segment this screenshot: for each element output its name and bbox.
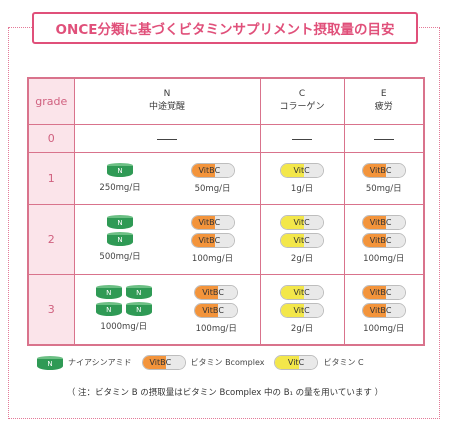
- niacinamide-icon: N: [125, 284, 152, 299]
- table-row: 2 N N 500mg/日 VitB C VitB C 100mg/日 Vit C Vi…: [27, 203, 425, 275]
- vitb-pill-icon: VitB C: [361, 284, 406, 300]
- grade-cell: 0: [27, 123, 75, 153]
- none-dash: [157, 138, 177, 140]
- vitb-pill-icon: VitB C: [361, 162, 406, 178]
- vitb-pill-icon: VitB C: [190, 232, 235, 248]
- header-n-name: 中途覚醒: [148, 102, 185, 113]
- vitc-pill-icon: Vit C: [280, 284, 324, 300]
- niacinamide-dose: N 250mg/日: [99, 162, 141, 193]
- dose-label: 50mg/日: [194, 183, 231, 194]
- n-cell: [73, 123, 261, 153]
- niacinamide-icon: N: [95, 301, 122, 316]
- header-e-name: 疲労: [374, 102, 393, 113]
- table-row: 1 N 250mg/日 VitB C 50mg/日 Vit C 1g/日 VitB C 5…: [27, 151, 425, 205]
- dose-label: 1g/日: [290, 183, 314, 194]
- none-dash: [292, 138, 312, 140]
- header-e: E 疲労: [343, 77, 425, 125]
- vitb-dose: VitB C 50mg/日: [190, 162, 235, 194]
- table-header-row: grade N 中途覚醒 C コラーゲン E 疲労: [27, 77, 425, 125]
- dose-label: 2g/日: [290, 323, 314, 334]
- n-cell: N 250mg/日 VitB C 50mg/日: [73, 151, 261, 205]
- vitc-pill-icon: Vit C: [280, 162, 324, 178]
- niacinamide-icon: N: [95, 284, 122, 299]
- legend-vitc: ビタミン C: [323, 358, 364, 367]
- dose-label: 100mg/日: [363, 323, 405, 334]
- dose-label: 100mg/日: [195, 323, 237, 334]
- table-row: 0: [27, 123, 425, 153]
- niacinamide-icon: N: [107, 162, 134, 177]
- page-title: ONCE分類に基づくビタミンサプリメント摂取量の目安: [32, 12, 418, 44]
- header-n-letter: N: [163, 89, 171, 100]
- header-c-letter: C: [298, 89, 306, 100]
- vitb-pill-icon: VitB C: [190, 162, 235, 178]
- header-c: C コラーゲン: [259, 77, 345, 125]
- vitc-pill-icon: Vit C: [280, 302, 324, 318]
- c-cell: Vit C Vit C 2g/日: [259, 273, 345, 346]
- vitb-pill-icon: VitB C: [361, 214, 406, 230]
- vitc-pill-icon: Vit C: [274, 355, 319, 370]
- e-cell: VitB C VitB C 100mg/日: [343, 203, 425, 275]
- dose-label: 2g/日: [290, 253, 314, 264]
- header-c-name: コラーゲン: [279, 102, 325, 113]
- dose-label: 250mg/日: [99, 182, 141, 193]
- vitb-pill-icon: VitB C: [190, 214, 235, 230]
- e-cell: VitB C VitB C 100mg/日: [343, 273, 425, 346]
- footnote: （ 注：ビタミン B の摂取量はビタミン Bcomplex 中の B₁ の量を用…: [66, 388, 384, 398]
- niacinamide-icon: N: [125, 301, 152, 316]
- grade-cell: 3: [27, 273, 75, 346]
- c-cell: Vit C 1g/日: [259, 151, 345, 205]
- e-cell: [343, 123, 425, 153]
- grade-cell: 2: [27, 203, 75, 275]
- vitb-pill-icon: VitB C: [194, 284, 239, 300]
- none-dash: [373, 138, 394, 140]
- niacinamide-icon: N: [107, 231, 134, 246]
- dosage-table: grade N 中途覚醒 C コラーゲン E 疲労 0 1 N 250mg/日 Vit…: [27, 77, 425, 346]
- header-n: N 中途覚醒: [73, 77, 261, 125]
- legend-niacinamide: ナイアシンアミド: [68, 358, 132, 367]
- legend: N ナイアシンアミド VitB C ビタミン Bcomplex Vit C ビタミン…: [37, 355, 364, 370]
- dose-label: 500mg/日: [99, 251, 141, 262]
- dose-label: 100mg/日: [363, 253, 405, 264]
- niacinamide-icon: N: [37, 355, 63, 370]
- grade-cell: 1: [27, 151, 75, 205]
- niacinamide-icon: N: [107, 214, 134, 229]
- vitb-pill-icon: VitB C: [361, 302, 406, 318]
- c-cell: [259, 123, 345, 153]
- vitc-pill-icon: Vit C: [280, 232, 324, 248]
- grade-header: grade: [27, 77, 75, 125]
- vitb-pill-icon: VitB C: [361, 232, 406, 248]
- vitb-dose: VitB C VitB C 100mg/日: [190, 214, 235, 264]
- header-e-letter: E: [380, 89, 387, 100]
- e-cell: VitB C 50mg/日: [343, 151, 425, 205]
- vitb-dose: VitB C VitB C 100mg/日: [194, 284, 239, 334]
- dose-label: 50mg/日: [365, 183, 402, 194]
- vitb-pill-icon: VitB C: [194, 302, 239, 318]
- vitc-pill-icon: Vit C: [280, 214, 324, 230]
- c-cell: Vit C Vit C 2g/日: [259, 203, 345, 275]
- vitb-pill-icon: VitB C: [141, 355, 186, 370]
- niacinamide-dose: N N 500mg/日: [99, 214, 141, 262]
- dose-label: 100mg/日: [191, 253, 234, 264]
- legend-vitb: ビタミン Bcomplex: [190, 358, 265, 367]
- n-cell: N N 500mg/日 VitB C VitB C 100mg/日: [73, 203, 261, 275]
- dose-label: 1000mg/日: [100, 321, 148, 332]
